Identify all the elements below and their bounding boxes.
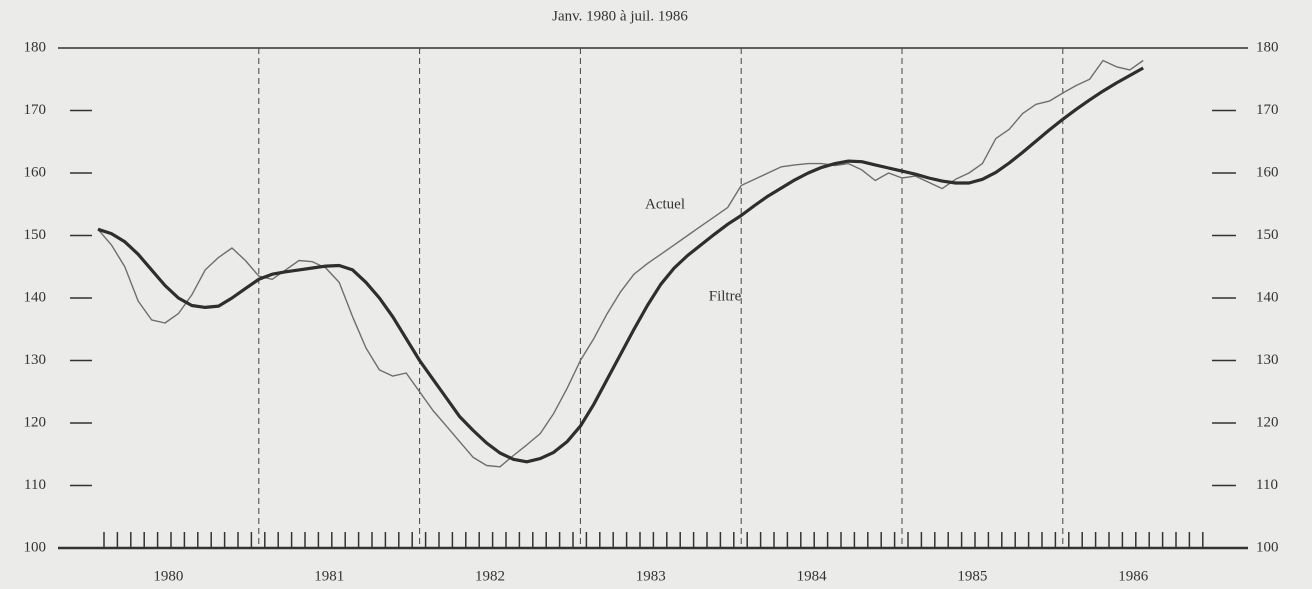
series-label: Actuel: [645, 196, 685, 212]
data-line: [97, 59, 1144, 468]
data-line: [97, 66, 1144, 464]
y-tick-label: 180: [24, 39, 47, 55]
y-tick-label: 140: [24, 289, 47, 305]
series-label: Filtre: [709, 288, 742, 304]
y2-tick-label: 140: [1256, 289, 1279, 305]
x-tick-label: 1984: [797, 568, 828, 584]
y2-tick-label: 180: [1256, 39, 1279, 55]
y2-tick-label: 160: [1256, 164, 1279, 180]
y-tick-label: 120: [24, 414, 47, 430]
y2-tick-label: 100: [1256, 539, 1279, 555]
y-tick-label: 130: [24, 352, 47, 368]
x-tick-label: 1981: [314, 568, 344, 584]
x-tick-label: 1982: [475, 568, 505, 584]
x-tick-label: 1980: [153, 568, 183, 584]
y-tick-label: 150: [24, 227, 47, 243]
y2-tick-label: 170: [1256, 102, 1279, 118]
y-tick-label: 160: [24, 164, 47, 180]
y-tick-label: 100: [24, 539, 47, 555]
x-tick-label: 1986: [1118, 568, 1149, 584]
y2-tick-label: 150: [1256, 227, 1279, 243]
y-tick-label: 170: [24, 102, 47, 118]
y2-tick-label: 110: [1256, 477, 1278, 493]
y2-tick-label: 130: [1256, 352, 1279, 368]
x-tick-label: 1985: [957, 568, 987, 584]
y2-tick-label: 120: [1256, 414, 1279, 430]
chart-title: Janv. 1980 à juil. 1986: [552, 8, 688, 24]
y-tick-label: 110: [24, 477, 46, 493]
x-tick-label: 1983: [636, 568, 666, 584]
